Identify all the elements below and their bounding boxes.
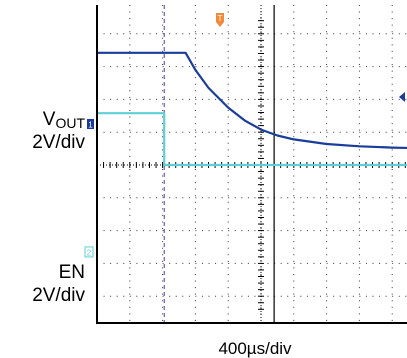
- vout-marker-text: 1: [88, 121, 93, 130]
- trigger-marker-text: T: [218, 14, 223, 23]
- en-ground-marker: 2: [84, 246, 94, 258]
- trigger-position-marker: T: [216, 13, 224, 27]
- vout-channel-label: VOUT 2V/div: [32, 108, 85, 154]
- trigger-level-marker: [399, 92, 405, 102]
- en-marker-box: [84, 246, 94, 258]
- time-scale-label: 400µs/div: [218, 339, 292, 358]
- vout-trace: [97, 51, 407, 150]
- en-channel-label: EN 2V/div: [32, 261, 85, 307]
- trigger-marker-shape: [216, 13, 224, 27]
- vout-marker-box: [87, 119, 94, 129]
- en-name: EN: [58, 262, 85, 283]
- traces: [97, 51, 407, 167]
- en-trace: [97, 112, 407, 167]
- en-marker-text: 2: [87, 248, 92, 257]
- vout-name: VOUT: [42, 109, 85, 131]
- en-scale: 2V/div: [32, 285, 85, 306]
- plot-frame: [96, 5, 407, 324]
- vout-ground-marker: 1: [87, 119, 94, 130]
- markers: 1 2 T: [84, 13, 405, 258]
- vout-scale: 2V/div: [32, 132, 85, 153]
